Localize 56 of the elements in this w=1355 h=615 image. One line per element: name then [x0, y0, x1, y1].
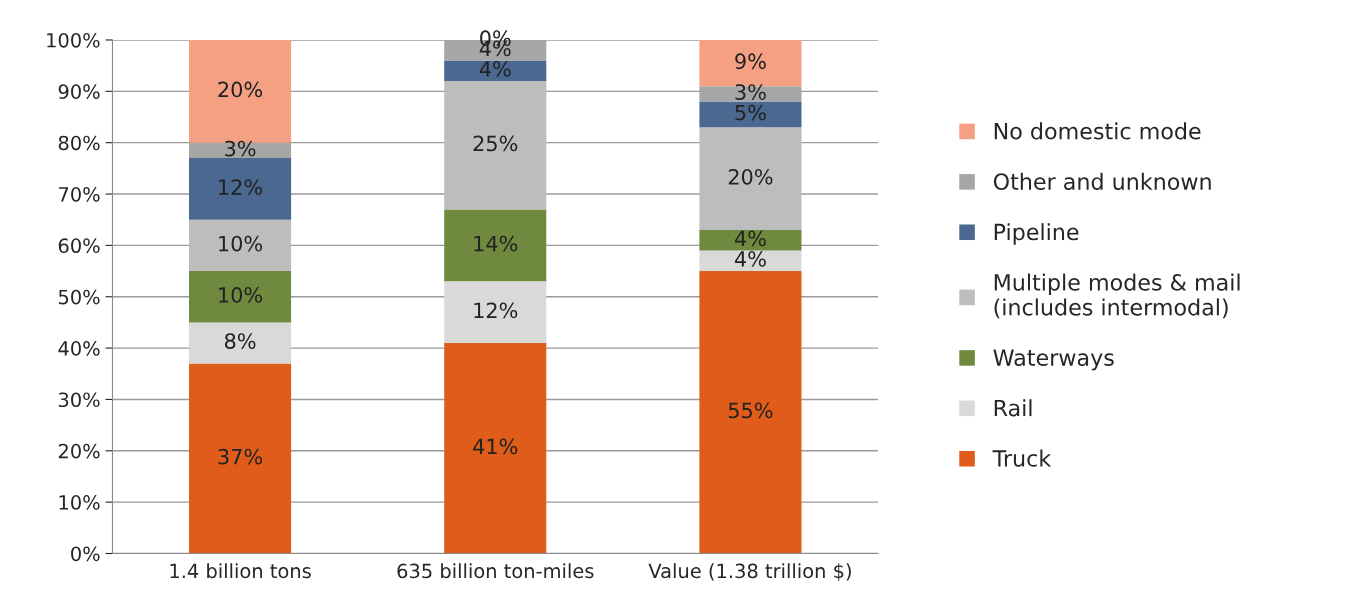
- bar: [444, 342, 547, 554]
- legend-label: Rail: [994, 399, 1032, 417]
- y-tick-label: 80%: [58, 135, 100, 151]
- data-label: 25%: [473, 135, 518, 152]
- data-label: 9%: [735, 53, 766, 70]
- data-label: 41%: [473, 438, 518, 455]
- data-label: 20%: [218, 81, 263, 98]
- legend-label: No domestic mode: [994, 122, 1201, 140]
- data-label: 12%: [219, 179, 263, 195]
- y-tick-label: 0%: [71, 546, 100, 562]
- y-tick-label: 70%: [59, 186, 100, 202]
- bar: [699, 127, 802, 230]
- legend-label: Other and unknown: [993, 172, 1211, 190]
- data-label: 14%: [474, 235, 518, 252]
- data-label: 3%: [735, 84, 766, 100]
- x-tick-label: 1.4 billion tons: [170, 563, 311, 579]
- y-tick-label: 100%: [47, 32, 100, 48]
- bar: [189, 322, 292, 364]
- data-label: 8%: [224, 333, 256, 349]
- bar: [699, 101, 802, 128]
- data-label: 37%: [218, 448, 263, 465]
- bar: [444, 209, 547, 282]
- bar: [699, 229, 802, 251]
- data-label: 4%: [734, 251, 766, 267]
- legend-label: Waterways: [993, 349, 1114, 371]
- data-label: 3%: [225, 140, 256, 157]
- y-tick-label: 60%: [58, 238, 100, 254]
- legend-label: Pipeline: [994, 223, 1079, 245]
- data-label: 55%: [728, 402, 773, 419]
- bar: [444, 281, 547, 343]
- y-tick-label: 50%: [58, 289, 100, 305]
- bar: [699, 271, 802, 554]
- data-label: 10%: [219, 287, 263, 303]
- bar: [444, 81, 547, 210]
- legend-label: Truck: [992, 449, 1052, 467]
- y-tick-label: 30%: [58, 392, 100, 408]
- bar: [189, 271, 292, 323]
- data-label: 4%: [479, 61, 511, 77]
- y-tick-label: 20%: [58, 443, 100, 459]
- bar: [699, 250, 802, 272]
- y-tick-label: 40%: [58, 341, 100, 356]
- bar: [189, 219, 292, 272]
- data-label: 12%: [474, 302, 518, 319]
- data-label: 5%: [735, 104, 766, 121]
- legend-label: Multiple modes & mail (includes intermodal): [994, 273, 1240, 319]
- bar: [444, 60, 547, 82]
- x-tick-label: Value (1.38 trillion $): [648, 563, 851, 581]
- bar: [189, 158, 292, 220]
- data-label: 10%: [219, 235, 263, 252]
- x-tick-label: 635 billion ton-miles: [397, 563, 594, 579]
- bar: [189, 142, 292, 159]
- y-tick-label: 90%: [58, 84, 100, 99]
- bar: [189, 363, 292, 554]
- data-label: 20%: [728, 168, 773, 185]
- data-label: 4%: [734, 230, 766, 247]
- y-tick-label: 10%: [59, 495, 100, 510]
